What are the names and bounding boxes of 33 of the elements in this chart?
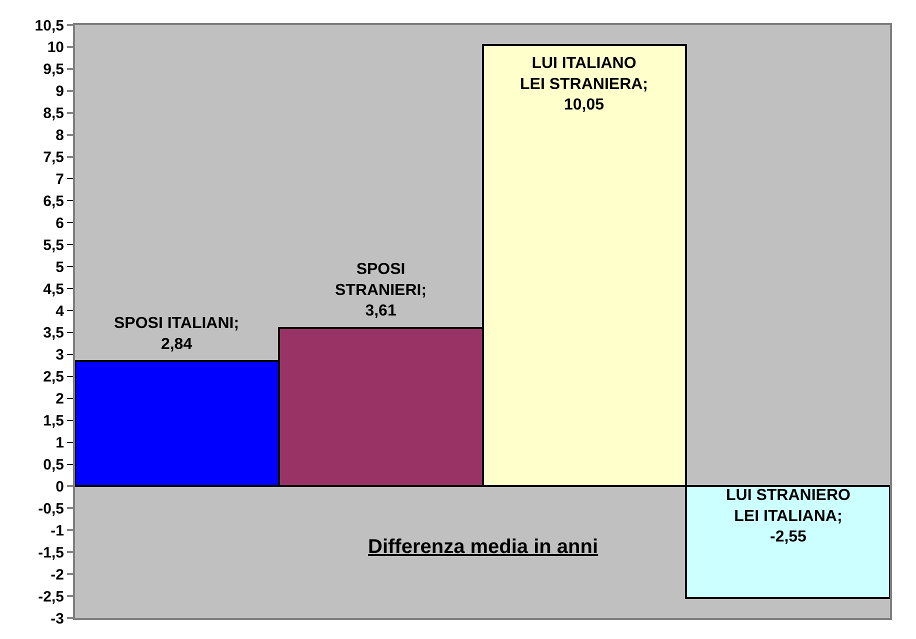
- y-tick-label: 0: [56, 478, 64, 496]
- y-tick-label: 3,5: [43, 324, 64, 342]
- y-tick-label: 4,5: [43, 280, 64, 298]
- y-tick-label: -3: [50, 610, 64, 628]
- y-tick-label: 7: [56, 170, 64, 188]
- y-tick-label: 5,5: [43, 236, 64, 254]
- y-tick-label: 1: [56, 434, 64, 452]
- y-tick-label: -0,5: [38, 500, 64, 518]
- y-tick-label: -1,5: [38, 544, 64, 562]
- data-label: LUI ITALIANO LEI STRANIERA; 10,05: [520, 55, 648, 114]
- x-axis-title: Differenza media in anni: [368, 536, 598, 558]
- y-tick-label: 2: [56, 390, 64, 408]
- y-tick-label: -2: [50, 566, 64, 584]
- y-tick-label: 5: [56, 258, 64, 276]
- y-tick-label: 3: [56, 346, 64, 364]
- y-tick-label: 0,5: [43, 456, 64, 474]
- y-tick-label: 8: [56, 127, 64, 144]
- y-tick-label: 2,5: [43, 368, 64, 386]
- y-tick-label: -2,5: [38, 588, 64, 606]
- data-label: LUI STRANIERO LEI ITALIANA; -2,55: [726, 487, 850, 546]
- y-tick-label: 9,5: [43, 61, 64, 78]
- data-label: SPOSI ITALIANI; 2,84: [114, 315, 240, 353]
- y-tick-label: 10,5: [34, 17, 64, 34]
- y-tick-label: 6,5: [43, 192, 64, 210]
- y-tick-label: 9: [56, 83, 64, 100]
- y-tick-label: 8,5: [43, 105, 64, 122]
- y-tick-label: 10: [47, 39, 64, 56]
- data-label: SPOSI STRANIERI; 3,61: [335, 261, 427, 320]
- y-tick-label: 7,5: [43, 149, 64, 166]
- y-tick-label: 4: [56, 302, 65, 320]
- y-tick-label: 6: [56, 214, 64, 232]
- y-tick-label: 1,5: [43, 412, 64, 430]
- y-tick-label: -1: [50, 522, 64, 540]
